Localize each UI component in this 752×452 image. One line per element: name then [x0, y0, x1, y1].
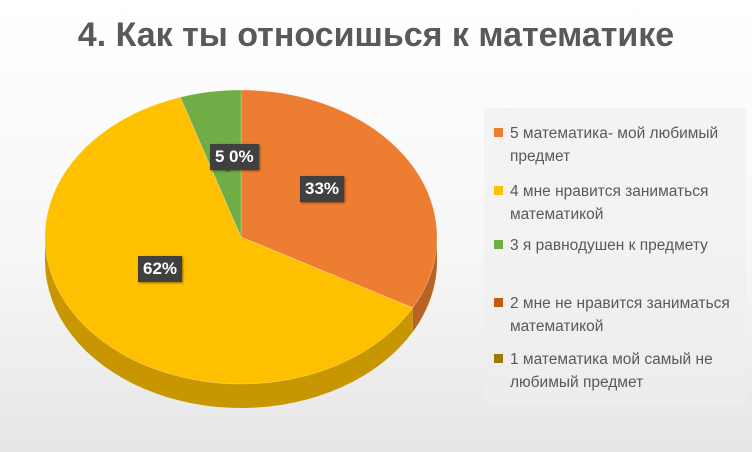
legend-item-2: 2 мне не нравится заниматься математикой: [494, 292, 744, 338]
legend-item-5: 5 математика- мой любимый предмет: [494, 122, 744, 168]
legend-label: 1 математика мой самый не любимый предме…: [510, 351, 713, 391]
legend-swatch: [494, 354, 503, 363]
legend-item-1: 1 математика мой самый не любимый предме…: [494, 348, 744, 394]
legend-swatch: [494, 240, 503, 249]
legend-label: 5 математика- мой любимый предмет: [510, 125, 719, 165]
legend-label: 2 мне не нравится заниматься математикой: [510, 295, 730, 335]
data-label-slice-2: 62%: [138, 256, 183, 282]
pie-slice-2: [44, 96, 414, 385]
data-label-slice-1: 33%: [300, 176, 345, 202]
legend-label: 4 мне нравится заниматься математикой: [510, 183, 709, 223]
legend-swatch: [494, 298, 503, 307]
data-label-slice-4: 0%: [224, 144, 259, 170]
legend-label: 3 я равнодушен к предмету: [510, 237, 708, 254]
pie-slice-side: [412, 237, 437, 332]
legend: 5 математика- мой любимый предмет 4 мне …: [484, 108, 746, 404]
legend-swatch: [494, 186, 503, 195]
legend-item-4: 4 мне нравится заниматься математикой: [494, 180, 744, 226]
chart-title: 4. Как ты относишься к математике: [77, 16, 675, 54]
legend-swatch: [494, 128, 503, 137]
pie-slice-side: [45, 237, 413, 408]
legend-item-3: 3 я равнодушен к предмету: [494, 234, 744, 257]
